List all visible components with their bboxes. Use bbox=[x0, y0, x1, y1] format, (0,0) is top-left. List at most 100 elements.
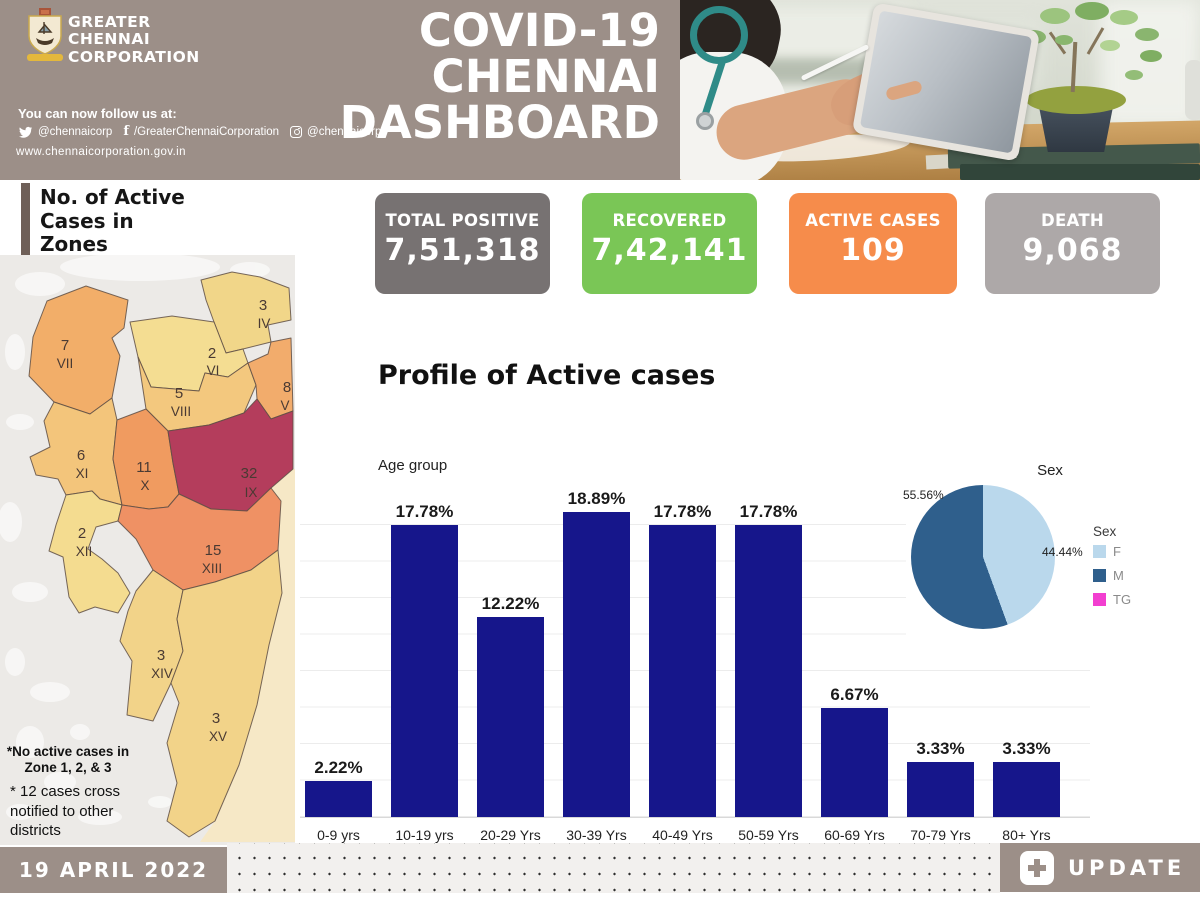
photo-leaf bbox=[1055, 35, 1073, 45]
bar[interactable] bbox=[993, 762, 1060, 817]
svg-text:IV: IV bbox=[258, 316, 271, 331]
svg-text:IX: IX bbox=[245, 485, 258, 500]
stat-label: ACTIVE CASES bbox=[805, 211, 941, 230]
svg-text:VI: VI bbox=[207, 363, 220, 378]
bar[interactable] bbox=[477, 616, 544, 817]
profile-section-title: Profile of Active cases bbox=[378, 360, 716, 391]
twitter-handle[interactable]: @chennaicorp bbox=[38, 125, 113, 138]
bar[interactable] bbox=[649, 525, 716, 817]
bar-category-label: 70-79 Yrs bbox=[910, 827, 971, 843]
photo-leaf bbox=[1140, 50, 1162, 62]
website-url[interactable]: www.chennaicorporation.gov.in bbox=[16, 146, 186, 158]
facebook-icon[interactable]: f bbox=[123, 124, 129, 139]
legend-title: Sex bbox=[1093, 524, 1117, 539]
twitter-icon[interactable] bbox=[18, 125, 33, 138]
bar-value-label: 3.33% bbox=[916, 739, 965, 759]
legend-swatch-f bbox=[1093, 545, 1106, 558]
photo-plant-moss bbox=[1026, 86, 1126, 114]
photo-book-stack-bottom bbox=[960, 164, 1200, 180]
svg-text:XII: XII bbox=[76, 544, 93, 559]
bar-category-label: 10-19 yrs bbox=[395, 827, 454, 843]
bar-column-40-49 Yrs: 17.78% 40-49 Yrs bbox=[649, 489, 716, 843]
svg-text:3: 3 bbox=[157, 647, 165, 664]
bar-column-20-29 Yrs: 12.22% 20-29 Yrs bbox=[477, 489, 544, 843]
svg-text:X: X bbox=[140, 478, 149, 493]
stat-card-active-cases: ACTIVE CASES 109 bbox=[789, 193, 957, 294]
bar-category-label: 20-29 Yrs bbox=[480, 827, 541, 843]
svg-text:32: 32 bbox=[241, 465, 258, 482]
stat-card-death: DEATH 9,068 bbox=[985, 193, 1160, 294]
bar-value-label: 2.22% bbox=[314, 757, 363, 777]
legend-row-m: M bbox=[1093, 568, 1131, 583]
map-texture bbox=[0, 253, 270, 825]
instagram-icon[interactable] bbox=[290, 125, 303, 138]
bar[interactable] bbox=[907, 762, 974, 817]
legend-row-f: F bbox=[1093, 544, 1131, 559]
map-title-accent-bar bbox=[21, 183, 30, 266]
pie-chart-title: Sex bbox=[1037, 462, 1063, 479]
legend-swatch-tg bbox=[1093, 593, 1106, 606]
pie-legend: Sex F M TG bbox=[1093, 524, 1131, 616]
stat-value: 7,42,141 bbox=[591, 233, 748, 268]
photo-leaf bbox=[1100, 40, 1120, 51]
bar[interactable] bbox=[391, 525, 458, 817]
bar[interactable] bbox=[305, 780, 372, 817]
svg-text:VIII: VIII bbox=[171, 404, 191, 419]
zone-XV-shape[interactable] bbox=[166, 549, 283, 838]
plus-icon bbox=[1020, 850, 1054, 885]
photo-leaf bbox=[1125, 70, 1143, 80]
update-button[interactable]: UPDATE bbox=[1000, 843, 1200, 892]
bar-column-30-39 Yrs: 18.89% 30-39 Yrs bbox=[563, 489, 630, 843]
follow-text: You can now follow us at: bbox=[18, 106, 177, 121]
bar-category-label: 30-39 Yrs bbox=[566, 827, 627, 843]
svg-text:3: 3 bbox=[259, 297, 267, 314]
bar-category-label: 60-69 Yrs bbox=[824, 827, 885, 843]
svg-text:5: 5 bbox=[175, 385, 183, 402]
bar[interactable] bbox=[735, 525, 802, 817]
note-no-active-cases: *No active cases in bbox=[6, 744, 130, 759]
zone-IV-shape[interactable] bbox=[200, 271, 292, 354]
photo-tablet-screen bbox=[859, 10, 1033, 154]
stat-label: RECOVERED bbox=[612, 211, 727, 230]
bar-column-0-9 yrs: 2.22% 0-9 yrs bbox=[305, 489, 372, 843]
footer-dot-pattern bbox=[227, 843, 1000, 893]
zone-XII-shape[interactable] bbox=[48, 490, 131, 614]
bar[interactable] bbox=[563, 512, 630, 817]
bar-value-label: 3.33% bbox=[1002, 739, 1051, 759]
svg-text:15: 15 bbox=[205, 542, 222, 559]
page-title: COVID-19 CHENNAI DASHBOARD bbox=[339, 4, 660, 149]
svg-text:V: V bbox=[280, 398, 289, 413]
stat-card-total-positive: TOTAL POSITIVE 7,51,318 bbox=[375, 193, 550, 294]
org-name: GREATER CHENNAI CORPORATION bbox=[68, 13, 200, 66]
bar-value-label: 12.22% bbox=[481, 593, 540, 613]
pie-label-male: 55.56% bbox=[903, 488, 944, 502]
map-title: No. of Active Cases in Zones bbox=[40, 185, 185, 257]
photo-leaf bbox=[1110, 10, 1138, 25]
legend-swatch-m bbox=[1093, 569, 1106, 582]
footer-date: 19 APRIL 2022 bbox=[0, 847, 227, 893]
photo-plant-trunk bbox=[1070, 41, 1078, 93]
svg-text:XIII: XIII bbox=[202, 561, 222, 576]
svg-text:7: 7 bbox=[61, 337, 69, 354]
bar-column-60-69 Yrs: 6.67% 60-69 Yrs bbox=[821, 489, 888, 843]
svg-text:2: 2 bbox=[78, 525, 86, 542]
facebook-handle[interactable]: /GreaterChennaiCorporation bbox=[133, 125, 280, 138]
svg-text:XI: XI bbox=[76, 466, 89, 481]
instagram-handle[interactable]: @chennaicorp bbox=[307, 125, 382, 138]
svg-text:11: 11 bbox=[136, 459, 152, 476]
stat-value: 9,068 bbox=[1022, 233, 1123, 268]
bar-value-label: 17.78% bbox=[653, 502, 712, 522]
bar-column-80+ Yrs: 3.33% 80+ Yrs bbox=[993, 489, 1060, 843]
photo-leaf bbox=[1040, 8, 1070, 24]
social-row: @chennaicorp f /GreaterChennaiCorporatio… bbox=[18, 124, 387, 139]
sex-pie-chart bbox=[911, 485, 1055, 629]
gcc-emblem bbox=[27, 8, 63, 61]
bar-value-label: 18.89% bbox=[567, 489, 626, 508]
zone-XIII-shape[interactable] bbox=[117, 487, 282, 591]
bar[interactable] bbox=[821, 707, 888, 817]
photo-stethoscope-chestpiece bbox=[696, 112, 714, 130]
photo-stethoscope bbox=[690, 6, 748, 64]
header-photo bbox=[680, 0, 1200, 180]
bar-value-label: 17.78% bbox=[739, 502, 798, 522]
